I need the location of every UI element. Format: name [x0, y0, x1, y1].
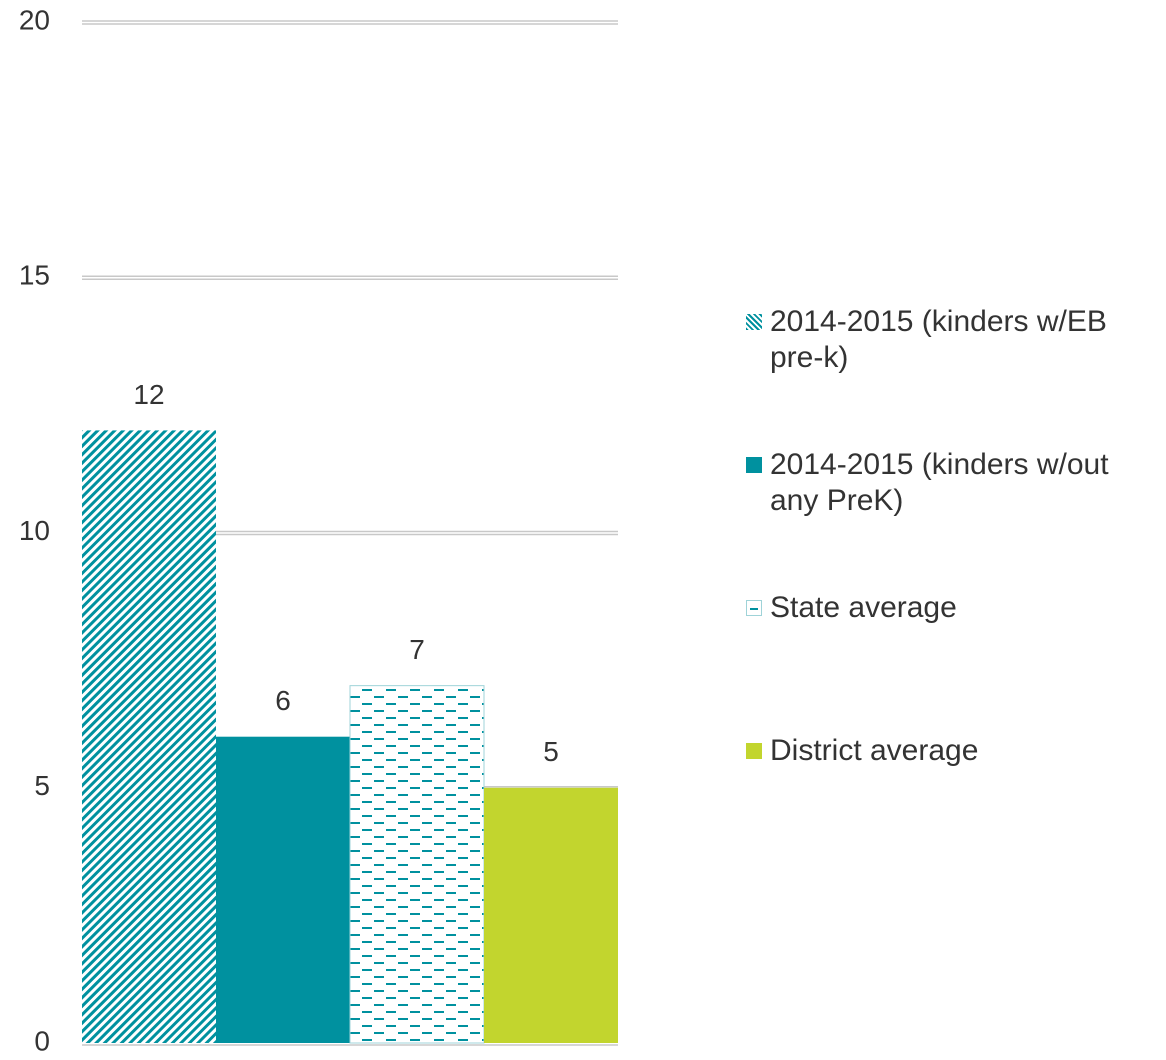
legend: 2014-2015 (kinders w/EB pre-k) 2014-2015 … [746, 304, 1166, 876]
data-label: 6 [275, 685, 291, 716]
legend-entry: State average [746, 590, 1166, 733]
legend-label: 2014-2015 (kinders w/EB pre-k) [770, 305, 1107, 374]
y-tick-label: 15 [19, 260, 50, 291]
bar [82, 430, 216, 1043]
y-tick-label: 5 [34, 770, 50, 801]
legend-swatch [746, 314, 762, 330]
legend-entry: District average [746, 733, 1166, 876]
data-label: 7 [409, 634, 425, 665]
bar [484, 787, 618, 1043]
data-label: 12 [133, 379, 164, 410]
bar [216, 736, 350, 1043]
legend-entry: 2014-2015 (kinders w/EB pre-k) [746, 304, 1166, 447]
y-tick-label: 20 [19, 4, 50, 35]
legend-label: District average [770, 734, 979, 767]
legend-swatch [746, 457, 762, 473]
y-tick-label: 0 [34, 1025, 50, 1056]
bar [349, 685, 485, 1044]
legend-swatch [746, 743, 762, 759]
legend-label: State average [770, 591, 957, 624]
y-tick-label: 10 [19, 515, 50, 546]
legend-swatch [746, 600, 762, 616]
legend-entry: 2014-2015 (kinders w/out any PreK) [746, 447, 1166, 590]
data-label: 5 [543, 736, 559, 767]
legend-label: 2014-2015 (kinders w/out any PreK) [770, 448, 1109, 517]
